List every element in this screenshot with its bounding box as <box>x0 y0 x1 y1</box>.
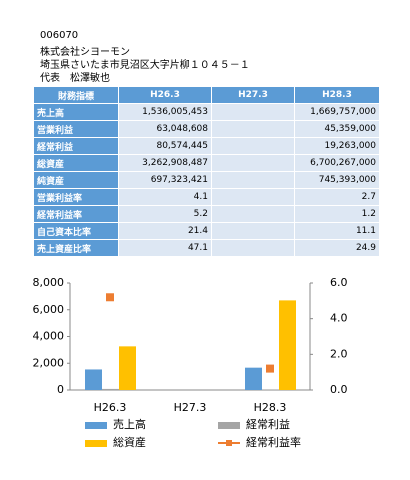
cell <box>211 120 295 138</box>
cell: 1,536,005,453 <box>118 103 212 121</box>
row-label: 純資産 <box>33 171 119 189</box>
row-label: 経常利益率 <box>33 205 119 223</box>
column-header: H27.3 <box>211 86 295 104</box>
table-row: 営業利益 63,048,608 45,359,000 <box>33 120 380 138</box>
cell: 63,048,608 <box>118 120 212 138</box>
legend-swatch <box>85 440 107 447</box>
legend-label: 売上高 <box>113 417 146 431</box>
y2-tick-label: 2.0 <box>330 347 348 360</box>
cell: 1.2 <box>294 205 380 223</box>
table-row: 売上高 1,536,005,453 1,669,757,000 <box>33 103 380 121</box>
cell: 24.9 <box>294 239 380 257</box>
company: 株式会社シヨーモン <box>40 47 130 58</box>
cell <box>211 154 295 172</box>
y-tick-label: 8,000 <box>33 276 65 289</box>
cell <box>211 171 295 189</box>
chart: 0 2,000 4,000 6,000 8,000 0.0 2.0 4.0 6.0 H26.3 H2… <box>33 276 348 449</box>
financial-table: 財務指標 H26.3 H27.3 H28.3 売上高 1,536,005,453 1,669… <box>33 86 380 257</box>
x-tick-label: H26.3 <box>94 401 127 414</box>
bar <box>119 346 136 390</box>
bar <box>102 388 119 390</box>
cell: 2.7 <box>294 188 380 206</box>
column-header: H26.3 <box>118 86 212 104</box>
cell: 3,262,908,487 <box>118 154 212 172</box>
row-label: 総資産 <box>33 154 119 172</box>
cell: 11.1 <box>294 222 380 240</box>
y-tick-label: 6,000 <box>33 303 65 316</box>
marker <box>106 293 114 302</box>
bar <box>279 300 296 390</box>
representative: 代表 松澤敏也 <box>40 73 110 84</box>
column-header: 財務指標 <box>33 86 119 104</box>
cell: 1,669,757,000 <box>294 103 380 121</box>
bar <box>245 367 262 390</box>
row-label: 自己資本比率 <box>33 222 119 240</box>
legend-label: 経常利益率 <box>246 435 301 449</box>
y2-tick-label: 6.0 <box>330 276 348 289</box>
legend-label: 経常利益 <box>246 417 290 431</box>
table-row: 総資産 3,262,908,487 6,700,267,000 <box>33 154 380 172</box>
legend-label: 総資産 <box>113 435 146 449</box>
cell: 745,393,000 <box>294 171 380 189</box>
address: 埼玉県さいたま市見沼区大字片柳１０４５－１ <box>40 60 250 71</box>
bar <box>85 369 102 390</box>
legend-swatch <box>218 422 240 429</box>
cell <box>211 188 295 206</box>
cell: 80,574,445 <box>118 137 212 155</box>
row-label: 営業利益率 <box>33 188 119 206</box>
table-row: 営業利益率 4.1 2.7 <box>33 188 380 206</box>
header-row: 財務指標 H26.3 H27.3 H28.3 <box>33 86 380 104</box>
code: 006070 <box>40 30 79 41</box>
cell: 5.2 <box>118 205 212 223</box>
y-tick-label: 0 <box>57 383 64 396</box>
column-header: H28.3 <box>294 86 380 104</box>
cell: 697,323,421 <box>118 171 212 189</box>
table-row: 純資産 697,323,421 745,393,000 <box>33 171 380 189</box>
table-row: 経常利益率 5.2 1.2 <box>33 205 380 223</box>
x-tick-label: H27.3 <box>174 401 207 414</box>
y-tick-label: 2,000 <box>33 356 65 369</box>
y2-tick-label: 0.0 <box>330 383 348 396</box>
cell: 4.1 <box>118 188 212 206</box>
cell <box>211 205 295 223</box>
cell <box>211 239 295 257</box>
table-row: 売上資産比率 47.1 24.9 <box>33 239 380 257</box>
cell: 21.4 <box>118 222 212 240</box>
row-label: 売上高 <box>33 103 119 121</box>
cell <box>211 137 295 155</box>
row-label: 営業利益 <box>33 120 119 138</box>
cell: 47.1 <box>118 239 212 257</box>
y2-tick-label: 4.0 <box>330 312 348 325</box>
table-row: 自己資本比率 21.4 11.1 <box>33 222 380 240</box>
y-tick-label: 4,000 <box>33 330 65 343</box>
cell: 45,359,000 <box>294 120 380 138</box>
cell <box>211 222 295 240</box>
legend-swatch <box>226 440 232 446</box>
cell: 6,700,267,000 <box>294 154 380 172</box>
marker <box>266 364 274 373</box>
row-label: 売上資産比率 <box>33 239 119 257</box>
row-label: 経常利益 <box>33 137 119 155</box>
cell: 19,263,000 <box>294 137 380 155</box>
cell <box>211 103 295 121</box>
table-row: 経常利益 80,574,445 19,263,000 <box>33 137 380 155</box>
legend-swatch <box>85 422 107 429</box>
x-tick-label: H28.3 <box>254 401 287 414</box>
